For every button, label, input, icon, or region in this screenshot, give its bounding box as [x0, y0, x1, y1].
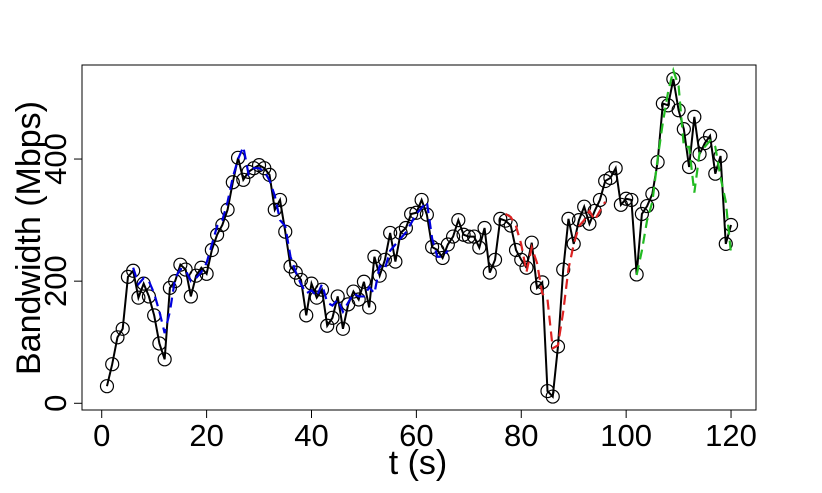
point — [435, 250, 450, 266]
point — [482, 265, 497, 280]
point — [645, 186, 660, 201]
point — [671, 103, 686, 118]
point — [619, 191, 634, 206]
point — [404, 206, 419, 222]
point — [335, 321, 351, 336]
point — [126, 263, 141, 278]
point — [514, 252, 529, 267]
point — [592, 192, 608, 208]
series-line — [504, 201, 607, 351]
point — [640, 198, 655, 214]
point — [105, 357, 120, 372]
series-line — [132, 143, 449, 334]
point — [624, 192, 639, 208]
point — [288, 265, 303, 280]
point — [545, 389, 560, 404]
point — [687, 109, 702, 125]
point — [697, 136, 712, 151]
y-tick-label: 400 — [38, 133, 73, 185]
point — [681, 159, 697, 175]
point — [713, 148, 728, 164]
x-tick-label: 0 — [93, 418, 110, 453]
point — [629, 267, 644, 282]
point — [577, 199, 592, 214]
point — [346, 284, 361, 299]
x-tick-label: 120 — [705, 418, 757, 453]
point — [582, 216, 597, 231]
point — [561, 211, 576, 226]
point — [451, 212, 466, 228]
point — [608, 161, 623, 176]
point — [320, 318, 335, 333]
series-line — [635, 66, 733, 276]
point — [152, 336, 167, 351]
point — [236, 172, 251, 187]
point — [708, 166, 723, 181]
series-line — [105, 78, 733, 399]
point — [173, 257, 188, 272]
y-tick-label: 200 — [38, 255, 73, 307]
x-tick-label: 40 — [294, 418, 328, 453]
y-tick-label: 0 — [38, 395, 73, 412]
point — [168, 274, 183, 289]
point — [356, 274, 372, 289]
point — [141, 289, 157, 304]
y-axis-label: Bandwidth (Mbps) — [10, 101, 48, 375]
point — [398, 220, 413, 236]
point — [556, 262, 571, 277]
point — [519, 260, 534, 275]
x-tick-label: 100 — [600, 418, 652, 453]
point — [477, 220, 492, 236]
point — [189, 268, 204, 283]
point — [487, 252, 503, 267]
point — [183, 289, 198, 304]
point — [718, 236, 733, 252]
point — [131, 290, 146, 305]
point — [472, 240, 487, 255]
point — [309, 290, 324, 305]
point — [325, 310, 340, 325]
point — [351, 292, 366, 307]
point — [272, 192, 288, 208]
point — [293, 272, 309, 288]
point — [362, 300, 377, 315]
point — [225, 175, 240, 190]
point — [566, 236, 581, 252]
x-tick-label: 60 — [399, 418, 433, 453]
point — [540, 383, 555, 399]
point — [723, 217, 739, 233]
point — [388, 254, 403, 269]
plot-frame — [81, 64, 757, 411]
point — [367, 249, 382, 264]
point — [99, 379, 115, 394]
point — [110, 330, 125, 345]
point — [461, 229, 476, 244]
point — [445, 229, 461, 244]
point — [115, 321, 130, 336]
x-axis-label: t (s) — [389, 444, 448, 482]
point — [529, 280, 545, 295]
point — [383, 225, 398, 241]
point — [409, 205, 424, 220]
x-tick-label: 80 — [504, 418, 538, 453]
point — [314, 282, 330, 297]
point — [157, 352, 172, 367]
point — [299, 308, 314, 323]
point — [550, 339, 566, 354]
x-tick-label: 20 — [189, 418, 223, 453]
point — [634, 206, 649, 222]
point — [330, 289, 345, 304]
